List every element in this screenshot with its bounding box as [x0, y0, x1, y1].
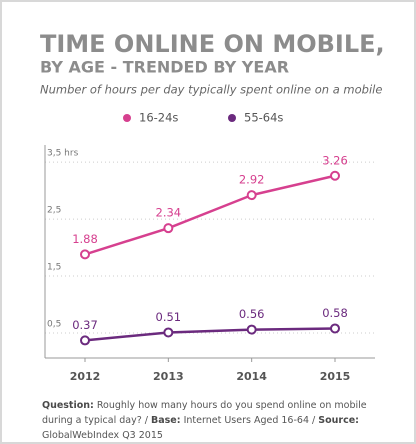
x-tick-label: 2015: [320, 370, 351, 383]
data-label: 0.58: [322, 306, 348, 320]
point: [163, 327, 174, 338]
point: [80, 249, 90, 260]
point: [80, 335, 90, 346]
legend-marker: [228, 114, 236, 122]
data-label: 0.37: [72, 318, 98, 332]
footnote-part: Roughly how many hours do you spend onli…: [42, 400, 367, 426]
chart-title: TIME ONLINE ON MOBILE,: [40, 30, 385, 58]
footnote-part: GlobalWebIndex Q3 2015: [42, 430, 163, 441]
x-tick-label: 2013: [153, 370, 184, 383]
data-label: 2.34: [156, 206, 182, 220]
data-label: 1.88: [72, 232, 98, 246]
footnote-part: Internet Users Aged 16-64 /: [183, 415, 316, 426]
y-tick-label: 2,5: [47, 206, 61, 216]
point: [330, 323, 340, 334]
footnote-part: Source:: [318, 415, 359, 426]
legend-label: 16-24s: [139, 111, 178, 125]
point: [246, 190, 257, 201]
x-tick-label: 2014: [236, 370, 267, 383]
data-label: 0.56: [239, 307, 265, 321]
series-line: [84, 327, 336, 342]
y-tick-label: 0,5: [47, 320, 61, 330]
point: [246, 324, 257, 335]
data-label: 2.92: [239, 173, 265, 187]
y-tick-label: 3,5 hrs: [47, 149, 79, 159]
chart-subtitle: BY AGE - TRENDED BY YEAR: [40, 58, 289, 77]
series-line: [84, 174, 336, 256]
footnote-part: Base:: [151, 415, 181, 426]
footnote-part: Question:: [42, 400, 94, 411]
point: [163, 223, 174, 234]
footnote: Question: Roughly how many hours do you …: [42, 398, 382, 443]
data-label: 0.51: [156, 310, 182, 324]
y-tick-label: 1,5: [47, 263, 61, 273]
chart-description: Number of hours per day typically spent …: [40, 83, 382, 97]
x-tick-label: 2012: [70, 370, 101, 383]
legend-label: 55-64s: [244, 111, 283, 125]
data-label: 3.26: [322, 153, 348, 167]
legend-marker: [123, 114, 131, 122]
point: [330, 170, 340, 181]
